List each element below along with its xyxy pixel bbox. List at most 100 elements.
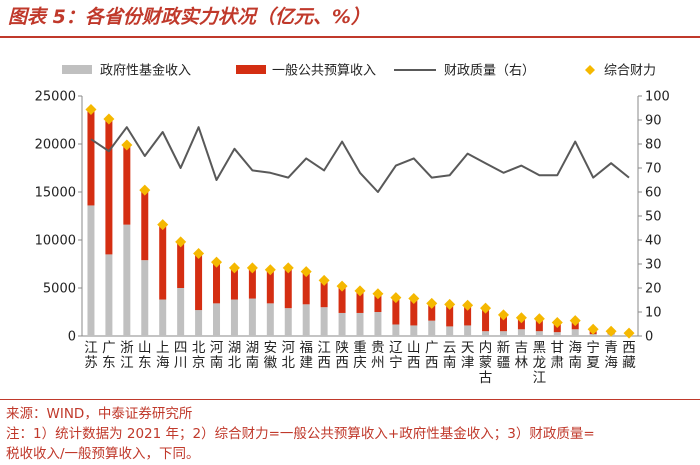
marker-total bbox=[551, 317, 563, 329]
bar-fund bbox=[589, 334, 597, 336]
category-label: 湖南 bbox=[246, 340, 260, 371]
marker-total bbox=[390, 292, 402, 304]
legend-label-total: 综合财力 bbox=[604, 64, 656, 79]
bar-budget bbox=[123, 144, 131, 225]
category-label: 北京 bbox=[192, 340, 206, 371]
y-right-tick-label: 60 bbox=[645, 186, 662, 201]
y-left-tick-label: 5000 bbox=[43, 282, 76, 297]
category-label: 江西 bbox=[317, 340, 331, 371]
category-label: 陕西 bbox=[335, 340, 349, 371]
bar-budget bbox=[374, 293, 382, 312]
category-label: 新疆 bbox=[497, 340, 511, 371]
category-label: 广西 bbox=[425, 340, 439, 371]
footer-rule bbox=[0, 399, 700, 400]
bar-budget bbox=[213, 262, 221, 304]
bar-budget bbox=[87, 109, 95, 206]
y-left-tick-label: 15000 bbox=[35, 186, 76, 201]
bar-budget bbox=[195, 253, 203, 311]
bar-fund bbox=[338, 312, 346, 336]
line-quality bbox=[90, 126, 630, 193]
bar-fund bbox=[428, 320, 436, 336]
marker-total bbox=[480, 302, 492, 314]
bar-budget bbox=[482, 308, 490, 332]
category-label: 浙江 bbox=[120, 340, 134, 371]
marker-total bbox=[318, 274, 330, 286]
bar-fund bbox=[248, 298, 256, 336]
title-rule bbox=[0, 36, 700, 38]
y-left-tick-label: 0 bbox=[68, 330, 76, 345]
y-left-tick-label: 10000 bbox=[35, 234, 76, 249]
bar-budget bbox=[248, 267, 256, 299]
y-right-tick-label: 90 bbox=[645, 114, 662, 129]
bar-fund bbox=[571, 329, 579, 336]
bar-fund bbox=[374, 312, 382, 336]
category-label: 安徽 bbox=[264, 340, 278, 371]
marker-total bbox=[264, 264, 276, 276]
bar-budget bbox=[338, 286, 346, 313]
bar-fund bbox=[482, 331, 490, 336]
bar-fund bbox=[517, 329, 525, 336]
bar-budget bbox=[284, 267, 292, 309]
category-label: 河南 bbox=[210, 340, 224, 371]
marker-total bbox=[282, 262, 294, 274]
bar-budget bbox=[105, 119, 113, 255]
bar-budget bbox=[177, 241, 185, 288]
bar-fund bbox=[284, 308, 292, 336]
category-label: 广东 bbox=[102, 340, 116, 371]
bar-fund bbox=[302, 304, 310, 336]
marker-total bbox=[354, 285, 366, 297]
category-label: 吉林 bbox=[515, 340, 529, 371]
category-label: 天津 bbox=[461, 340, 475, 371]
category-label: 重庆 bbox=[353, 340, 367, 371]
marker-total bbox=[623, 327, 635, 339]
marker-total bbox=[103, 113, 115, 125]
marker-total bbox=[139, 184, 151, 196]
bar-fund bbox=[213, 303, 221, 336]
y-right-tick-label: 10 bbox=[645, 306, 662, 321]
category-label: 青海 bbox=[604, 340, 618, 371]
marker-total bbox=[85, 103, 97, 115]
bar-fund bbox=[356, 312, 364, 336]
bar-fund bbox=[195, 310, 203, 336]
marker-total bbox=[605, 325, 617, 337]
category-label: 内蒙古 bbox=[479, 340, 493, 386]
legend-label-budget: 一般公共预算收入 bbox=[272, 63, 376, 79]
category-label: 福建 bbox=[299, 340, 313, 371]
y-right-tick-label: 0 bbox=[645, 330, 653, 345]
bar-budget bbox=[141, 190, 149, 261]
bar-fund bbox=[464, 325, 472, 336]
bar-fund bbox=[535, 331, 543, 336]
y-right-tick-label: 30 bbox=[645, 258, 662, 273]
category-label: 河北 bbox=[282, 340, 296, 371]
bar-fund bbox=[177, 288, 185, 336]
category-label: 海南 bbox=[568, 340, 582, 371]
source-note: 来源：WIND，中泰证券研究所 bbox=[6, 406, 193, 422]
y-right-tick-label: 70 bbox=[645, 162, 662, 177]
bar-fund bbox=[446, 326, 454, 336]
marker-total bbox=[497, 309, 509, 321]
marker-total bbox=[408, 293, 420, 305]
marker-total bbox=[246, 262, 258, 274]
marker-total bbox=[515, 312, 527, 324]
marker-total bbox=[228, 262, 240, 274]
chart-title: 图表 5：各省份财政实力状况（亿元、%） bbox=[8, 6, 370, 28]
bar-budget bbox=[464, 305, 472, 326]
category-label: 江苏 bbox=[84, 340, 98, 371]
marker-total bbox=[533, 313, 545, 325]
bar-fund bbox=[87, 205, 95, 336]
category-label: 贵州 bbox=[371, 340, 385, 371]
bar-budget bbox=[535, 318, 543, 332]
marker-total bbox=[462, 299, 474, 311]
y-left-tick-label: 20000 bbox=[35, 138, 76, 153]
bar-budget bbox=[302, 271, 310, 305]
category-label: 甘肃 bbox=[551, 340, 565, 371]
y-right-tick-label: 20 bbox=[645, 282, 662, 297]
legend-label-fund: 政府性基金收入 bbox=[100, 63, 191, 79]
marker-total bbox=[211, 256, 223, 268]
category-label: 辽宁 bbox=[389, 340, 403, 371]
y-right-tick-label: 40 bbox=[645, 234, 662, 249]
y-left-tick-label: 25000 bbox=[35, 90, 76, 105]
legend-swatch-total bbox=[585, 65, 595, 75]
bar-budget bbox=[499, 314, 507, 332]
